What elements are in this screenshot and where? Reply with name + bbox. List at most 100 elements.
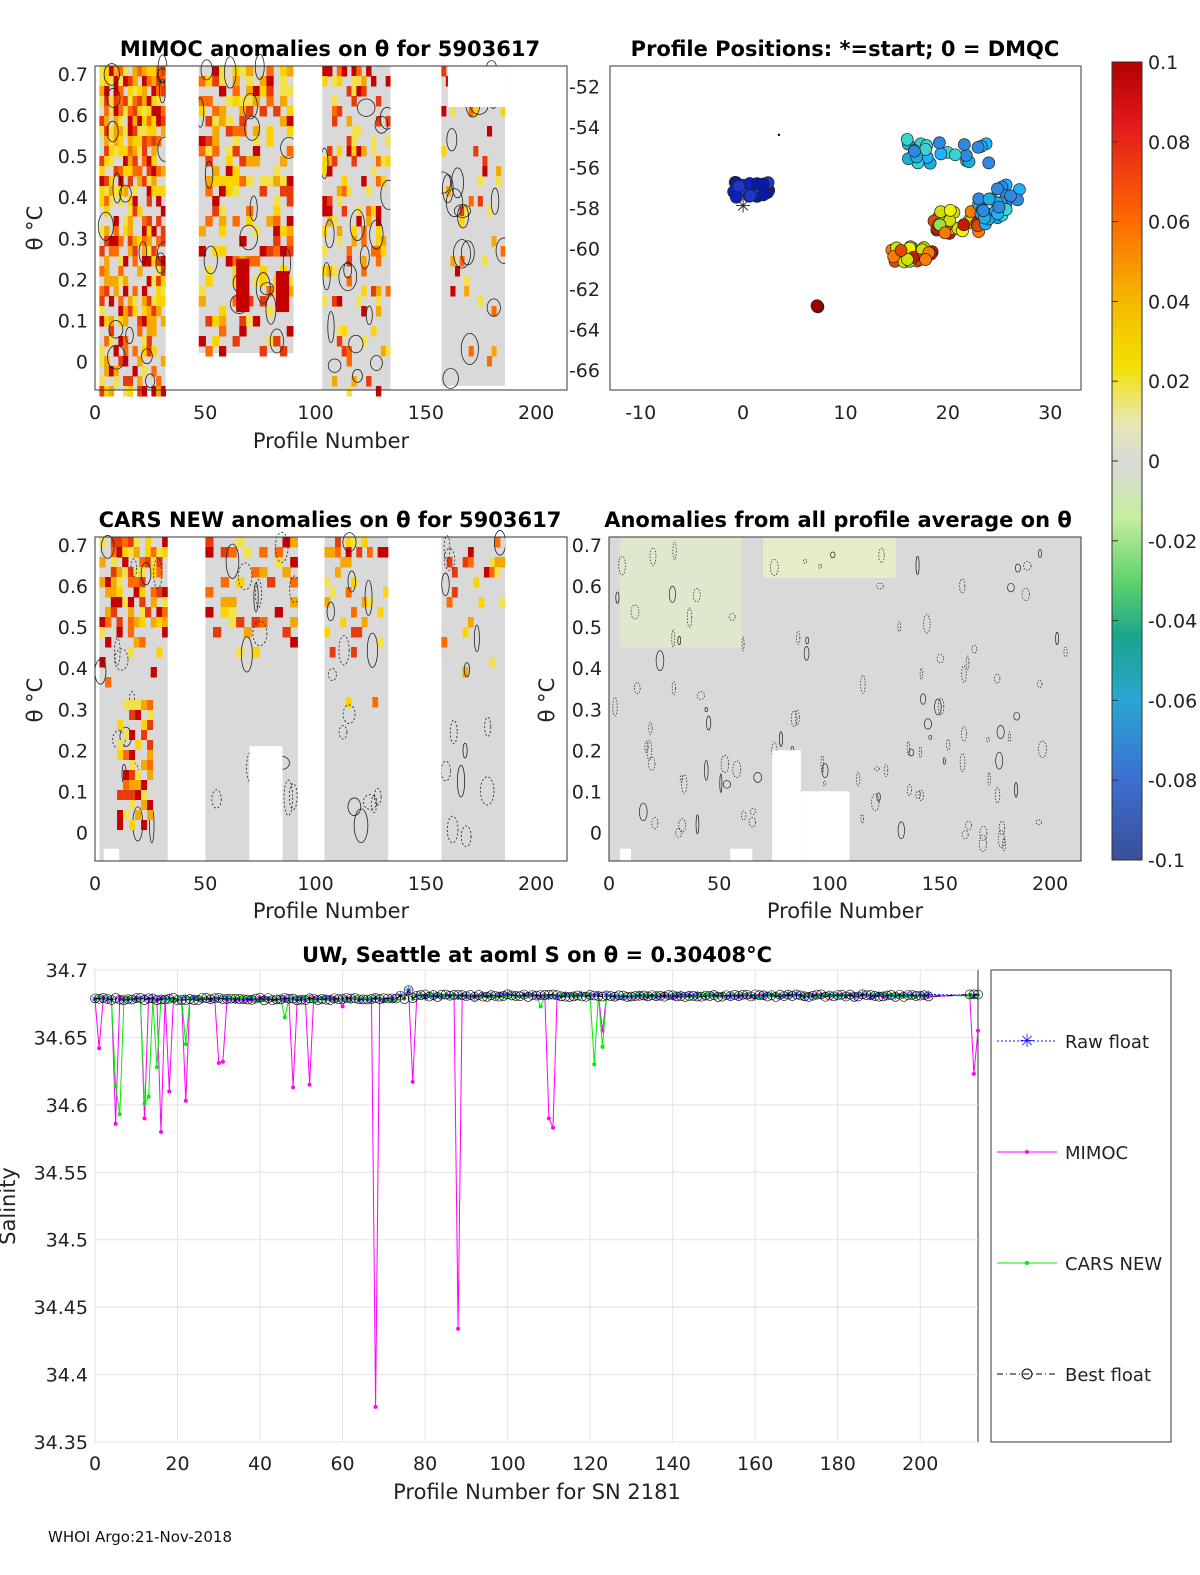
anomaly-cell — [361, 86, 367, 97]
anomaly-cell — [464, 276, 470, 287]
best-float-point — [795, 990, 806, 1001]
anomaly-cell — [151, 306, 157, 317]
best-float-point — [560, 991, 571, 1002]
anomaly-cell — [279, 96, 288, 107]
anomaly-cell — [108, 246, 115, 257]
best-float-point — [185, 994, 195, 1004]
anomaly-cell — [137, 116, 143, 127]
contour-line — [675, 827, 683, 838]
best-float-point — [143, 993, 154, 1004]
contour-line — [204, 160, 214, 189]
anomaly-cell — [144, 537, 152, 548]
anomaly-cell — [239, 126, 247, 137]
anomaly-cell — [160, 206, 167, 217]
contour-line — [856, 771, 861, 787]
best-float-point — [465, 990, 476, 1000]
anomaly-cell — [132, 86, 138, 97]
anomaly-cell — [141, 146, 148, 157]
y-tick-label: -52 — [569, 76, 600, 98]
contour-line — [484, 716, 492, 737]
anomaly-cell — [156, 286, 162, 297]
anomaly-cell — [141, 296, 148, 307]
profile-position-marker — [959, 149, 973, 162]
profile-position-marker — [894, 244, 908, 257]
anomaly-cell — [385, 156, 392, 167]
best-float-point — [197, 993, 208, 1003]
anomaly-cell — [135, 780, 142, 790]
best-float-point — [156, 994, 166, 1005]
anomaly-cell — [341, 66, 348, 77]
best-float-point — [808, 990, 818, 1001]
anomaly-cell — [198, 146, 206, 157]
anomaly-cell — [259, 617, 268, 628]
best-float-point — [358, 994, 369, 1005]
best-float-point — [923, 991, 934, 1002]
anomaly-cell — [468, 106, 474, 117]
best-float-point — [750, 989, 760, 1000]
panel-cars-title: CARS NEW anomalies on θ for 5903617 — [99, 508, 562, 532]
anomaly-cell — [137, 236, 143, 247]
contour-line — [259, 282, 275, 296]
cars-point — [229, 996, 234, 1001]
anomaly-cell — [127, 86, 133, 97]
anomaly-cell — [279, 186, 288, 197]
best-float-point — [180, 995, 191, 1005]
anomaly-cell — [477, 296, 483, 307]
contour-line — [915, 555, 920, 575]
best-float-point — [412, 990, 422, 1001]
anomaly-cell — [151, 186, 157, 197]
anomaly-cell — [99, 176, 105, 187]
anomaly-cell — [282, 567, 291, 578]
anomaly-cell — [351, 226, 357, 237]
anomaly-cell — [141, 76, 148, 87]
best-float-point — [886, 990, 897, 1000]
anomaly-cell — [141, 176, 148, 187]
anomaly-cell — [340, 617, 347, 628]
anomaly-cell — [331, 116, 338, 127]
colorbar-tick-label: -0.1 — [1148, 850, 1185, 872]
anomaly-cell — [286, 176, 295, 187]
anomaly-cell — [113, 146, 119, 157]
data-gap — [772, 750, 801, 861]
contour-line — [480, 776, 495, 806]
anomaly-cell — [146, 166, 152, 177]
colorbar-tick-label: 0.04 — [1148, 291, 1190, 313]
best-float-point — [618, 990, 628, 1001]
best-float-point — [329, 993, 340, 1004]
anomaly-cell — [286, 216, 295, 227]
anomaly-cell — [113, 86, 119, 97]
anomaly-cell — [218, 76, 227, 87]
legend-raw-label: Raw float — [1065, 1032, 1149, 1053]
anomaly-cell — [228, 607, 237, 618]
best-float-point — [201, 993, 212, 1003]
anomaly-cell — [160, 116, 167, 127]
anomaly-cell — [282, 537, 291, 548]
mimoc-point — [159, 1129, 164, 1134]
anomaly-cell — [218, 326, 227, 337]
contour-line — [460, 825, 472, 848]
anomaly-cell — [118, 356, 124, 367]
anomaly-cell — [236, 577, 245, 588]
mimoc-point — [456, 1326, 461, 1331]
best-float-point — [622, 991, 633, 1002]
anomaly-cell — [486, 126, 493, 137]
anomaly-cell — [499, 557, 506, 568]
anomaly-cell — [375, 306, 382, 317]
anomaly-cell — [205, 266, 213, 277]
anomaly-cell — [462, 627, 469, 638]
best-float-point — [523, 992, 534, 1002]
best-float-point — [581, 991, 591, 1002]
contour-line — [442, 368, 459, 389]
anomaly-cell — [108, 176, 115, 187]
anomaly-cell — [151, 316, 157, 327]
anomaly-cell — [225, 256, 234, 267]
anomaly-cell — [151, 276, 157, 287]
best-float-point — [676, 991, 686, 1001]
anomaly-cell — [246, 66, 254, 77]
anomaly-cell — [351, 66, 357, 77]
profile-position-marker — [901, 253, 914, 266]
anomaly-cell — [346, 386, 352, 397]
anomaly-cell — [331, 156, 338, 167]
best-float-point — [713, 992, 723, 1002]
anomaly-cell — [108, 276, 115, 287]
